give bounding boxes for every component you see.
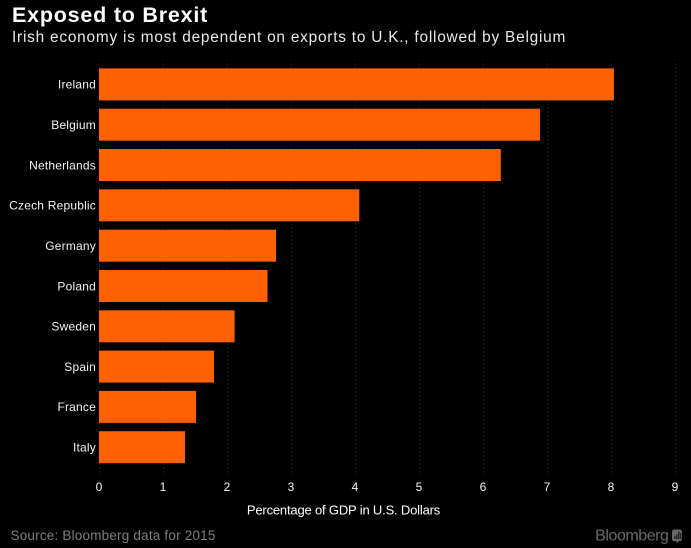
svg-text:4: 4 xyxy=(352,480,359,494)
svg-text:6: 6 xyxy=(480,480,487,494)
svg-text:Percentage of GDP in U.S. Doll: Percentage of GDP in U.S. Dollars xyxy=(247,503,441,518)
svg-text:Italy: Italy xyxy=(73,441,96,455)
svg-text:Germany: Germany xyxy=(45,239,96,253)
svg-text:Poland: Poland xyxy=(57,279,96,293)
svg-text:5: 5 xyxy=(416,480,423,494)
svg-text:Source: Bloomberg data for 201: Source: Bloomberg data for 2015 xyxy=(11,528,216,543)
svg-text:Irish economy is most dependen: Irish economy is most dependent on expor… xyxy=(12,29,566,46)
svg-text:0: 0 xyxy=(96,480,103,494)
svg-text:Netherlands: Netherlands xyxy=(29,158,96,172)
svg-text:Bloomberg: Bloomberg xyxy=(595,528,668,545)
svg-text:Spain: Spain xyxy=(64,360,96,374)
svg-text:Exposed to Brexit: Exposed to Brexit xyxy=(12,3,208,27)
svg-text:Sweden: Sweden xyxy=(51,320,96,334)
svg-text:Czech Republic: Czech Republic xyxy=(9,199,96,213)
svg-text:2: 2 xyxy=(224,480,231,494)
svg-text:Ireland: Ireland xyxy=(58,78,96,92)
svg-text:7: 7 xyxy=(544,480,551,494)
svg-text:1: 1 xyxy=(160,480,167,494)
svg-text:8: 8 xyxy=(608,480,615,494)
svg-text:France: France xyxy=(57,400,96,414)
svg-text:3: 3 xyxy=(288,480,295,494)
svg-text:Belgium: Belgium xyxy=(51,118,96,132)
svg-text:9: 9 xyxy=(672,480,679,494)
